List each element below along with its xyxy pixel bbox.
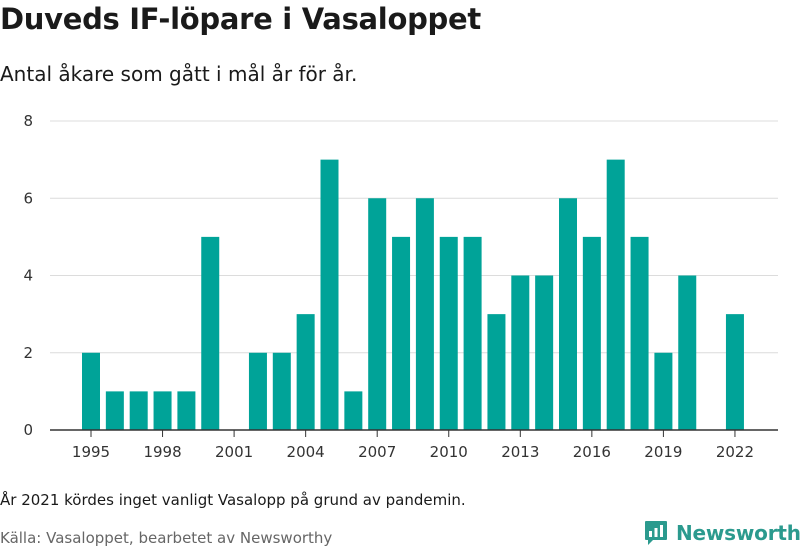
bar-2006[interactable] xyxy=(344,391,363,431)
bar-1997[interactable] xyxy=(129,391,148,431)
bar-1998[interactable] xyxy=(153,391,172,431)
bar-2010[interactable] xyxy=(439,236,458,431)
bar-2022[interactable] xyxy=(725,314,744,431)
bar-2003[interactable] xyxy=(272,352,291,430)
bar-2000[interactable] xyxy=(201,236,220,431)
newsworthy-logo[interactable]: Newsworthy xyxy=(644,520,800,546)
bar-2008[interactable] xyxy=(392,236,411,431)
bar-1999[interactable] xyxy=(177,391,196,431)
bars xyxy=(82,159,744,431)
y-tick-label-2: 2 xyxy=(23,344,33,362)
x-tick-label-2019: 2019 xyxy=(644,443,682,461)
x-tick-label-2004: 2004 xyxy=(287,443,325,461)
bar-2007[interactable] xyxy=(368,198,387,430)
y-tick-label-6: 6 xyxy=(23,189,33,207)
x-tick-label-2010: 2010 xyxy=(430,443,468,461)
brand-name: Newsworthy xyxy=(676,521,800,545)
x-tick-label-1995: 1995 xyxy=(72,443,110,461)
bar-2009[interactable] xyxy=(415,198,434,430)
x-tick-label-2022: 2022 xyxy=(716,443,754,461)
newsworthy-logo-icon xyxy=(645,521,667,545)
bar-2011[interactable] xyxy=(463,236,482,431)
y-axis-ticks: 0 2 4 6 8 xyxy=(23,112,33,439)
x-tick-label-1998: 1998 xyxy=(143,443,181,461)
bar-1996[interactable] xyxy=(105,391,124,431)
y-tick-label-8: 8 xyxy=(23,112,33,130)
bar-2013[interactable] xyxy=(511,275,530,431)
bar-2015[interactable] xyxy=(559,198,577,430)
x-tick-label-2001: 2001 xyxy=(215,443,253,461)
x-tick-label-2007: 2007 xyxy=(358,443,396,461)
bar-2019[interactable] xyxy=(654,352,673,430)
x-axis-ticks: 1995 1998 2001 2004 2007 2010 2013 2016 2019 2022 xyxy=(72,430,754,461)
chart-title: Duveds IF-löpare i Vasaloppet xyxy=(0,2,481,36)
bar-2004[interactable] xyxy=(296,314,315,431)
bar-2002[interactable] xyxy=(248,352,267,430)
source-credit: Källa: Vasaloppet, bearbetet av Newswort… xyxy=(0,529,333,547)
bar-2016[interactable] xyxy=(582,236,601,431)
bar-2012[interactable] xyxy=(487,314,506,431)
chart-subtitle: Antal åkare som gått i mål år för år. xyxy=(0,62,358,86)
bar-2014[interactable] xyxy=(535,275,554,431)
x-tick-label-2016: 2016 xyxy=(573,443,611,461)
x-tick-label-2013: 2013 xyxy=(501,443,539,461)
gridlines xyxy=(50,120,778,354)
y-tick-label-0: 0 xyxy=(23,421,33,439)
bar-2020[interactable] xyxy=(678,275,697,431)
bar-1995[interactable] xyxy=(82,352,100,430)
footnote: År 2021 kördes inget vanligt Vasalopp på… xyxy=(0,491,466,509)
bar-2005[interactable] xyxy=(320,159,339,431)
y-tick-label-4: 4 xyxy=(23,267,33,285)
bar-chart: 0 2 4 6 8 1995 1998 2001 2004 2007 2010 2013 2016 20… xyxy=(23,112,778,461)
bar-2017[interactable] xyxy=(606,159,625,431)
bar-2018[interactable] xyxy=(630,236,649,431)
